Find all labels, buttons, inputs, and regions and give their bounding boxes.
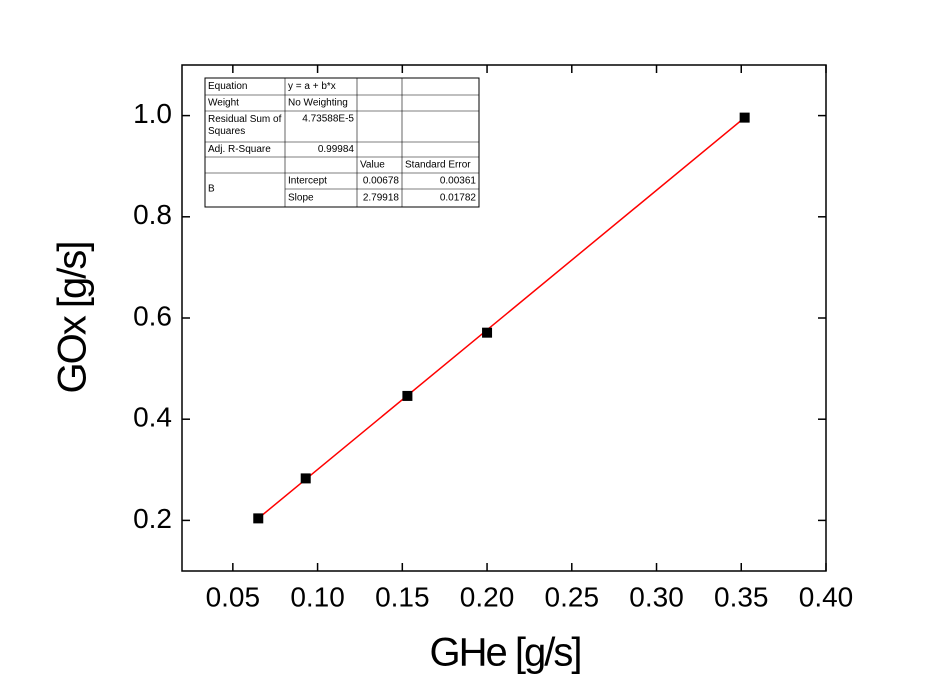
- table-cell: Equation: [208, 81, 247, 92]
- table-cell: 0.00678: [363, 176, 400, 187]
- data-point: [253, 513, 264, 524]
- data-point: [739, 112, 750, 123]
- x-tick-label: 0.20: [460, 581, 515, 612]
- x-tick-label: 0.35: [714, 581, 769, 612]
- table-cell: y = a + b*x: [288, 81, 336, 92]
- table-cell: 0.99984: [318, 144, 355, 155]
- y-tick-label: 0.6: [133, 300, 172, 331]
- data-point: [482, 327, 493, 338]
- y-tick-label: 1.0: [133, 98, 172, 129]
- table-bg: [204, 77, 480, 208]
- x-tick-label: 0.30: [629, 581, 684, 612]
- table-cell: Value: [360, 160, 385, 171]
- data-point: [300, 473, 311, 484]
- table-cell: Intercept: [288, 176, 327, 187]
- x-tick-label: 0.40: [799, 581, 854, 612]
- x-axis-title: GHe [g/s]: [430, 631, 581, 675]
- y-tick-label: 0.2: [133, 503, 172, 534]
- y-axis-title: GOx [g/s]: [51, 243, 95, 394]
- y-tick-label: 0.4: [133, 402, 172, 433]
- table-cell: Slope: [288, 193, 314, 204]
- table-cell: Adj. R-Square: [208, 144, 271, 155]
- table-cell: 0.00361: [440, 176, 477, 187]
- table-cell: B: [208, 184, 215, 195]
- table-cell: Standard Error: [405, 160, 471, 171]
- fit-line: [257, 117, 746, 519]
- table-cell: 4.73588E-5: [302, 114, 354, 125]
- data-point: [402, 390, 413, 401]
- x-tick-label: 0.15: [375, 581, 430, 612]
- x-tick-label: 0.10: [290, 581, 345, 612]
- fit-table: Equation y = a + b*x Weight No Weighting Res…: [204, 77, 480, 208]
- x-tick-label: 0.05: [206, 581, 261, 612]
- table-cell: 2.79918: [363, 193, 400, 204]
- x-tick-label: 0.25: [545, 581, 600, 612]
- table-cell: 0.01782: [440, 193, 477, 204]
- table-cell: No Weighting: [288, 98, 348, 109]
- table-cell: Weight: [208, 98, 239, 109]
- y-tick-label: 0.8: [133, 199, 172, 230]
- table-cell: Residual Sum of Squares: [208, 114, 282, 137]
